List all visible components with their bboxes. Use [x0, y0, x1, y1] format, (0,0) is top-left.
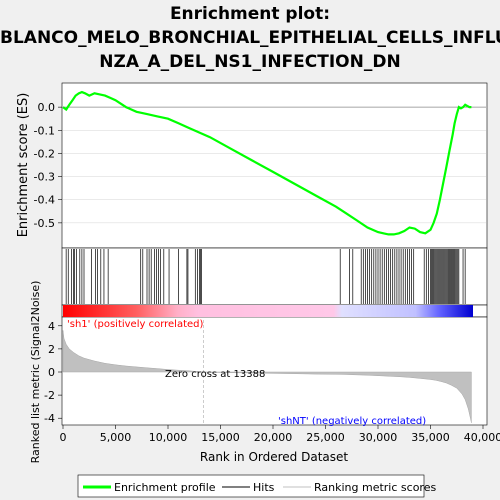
metric-ytick-label-4: -4: [44, 412, 55, 425]
hit-marks: [65, 249, 466, 304]
metric-ytick-label-0: 4: [48, 320, 55, 333]
hits-panel: [61, 247, 488, 306]
metric-y-label: Ranked list metric (Signal2Noise): [29, 281, 42, 464]
rank-colorbar: [63, 305, 473, 317]
x-tick-label-4: 20,000: [254, 431, 293, 444]
es-ytick-label-0: 0.0: [38, 101, 56, 114]
chart-title: Enrichment plot: BLANCO_MELO_BRONCHIAL_E…: [0, 2, 500, 74]
legend-label-enrichment: Enrichment profile: [114, 481, 216, 494]
es-y-axis: 0.0 -0.1 -0.2 -0.3 -0.4 -0.5: [34, 101, 62, 230]
x-tick-label-1: 5,000: [100, 431, 132, 444]
metric-ytick-label-2: 0: [48, 366, 55, 379]
x-tick-label-6: 30,000: [359, 431, 398, 444]
title-line-1: Enrichment plot:: [169, 4, 331, 24]
enrichment-profile-line: [62, 90, 472, 236]
metric-y-axis: 4 2 0 -2 -4: [44, 320, 62, 425]
x-axis-label: Rank in Ordered Dataset: [200, 450, 348, 464]
x-tick-label-7: 35,000: [411, 431, 450, 444]
x-tick-label-5: 25,000: [306, 431, 345, 444]
zero-cross-label: Zero cross at 13388: [165, 369, 265, 380]
metric-ytick-label-1: 2: [48, 343, 55, 356]
es-ytick-label-3: -0.3: [34, 171, 55, 184]
metric-ytick-label-3: -2: [44, 389, 55, 402]
legend-label-hits: Hits: [253, 481, 275, 494]
es-y-label: Enrichment score (ES): [16, 93, 31, 238]
es-ytick-label-5: -0.5: [34, 217, 55, 230]
x-tick-label-0: 0: [60, 431, 67, 444]
title-line-3: NZA_A_DEL_NS1_INFECTION_DN: [99, 52, 401, 72]
title-line-2: BLANCO_MELO_BRONCHIAL_EPITHELIAL_CELLS_I…: [0, 28, 500, 48]
es-ytick-label-2: -0.2: [34, 147, 55, 160]
metric-area: [62, 320, 472, 424]
x-tick-label-3: 15,000: [201, 431, 240, 444]
legend-box: [77, 474, 425, 498]
legend-label-metric: Ranking metric scores: [314, 481, 436, 494]
x-tick-label-8: 40,000: [464, 431, 500, 444]
neg-correlated-label: 'shNT' (negatively correlated): [278, 416, 426, 427]
es-ytick-label-1: -0.1: [34, 124, 55, 137]
x-tick-label-2: 10,000: [149, 431, 188, 444]
es-ytick-label-4: -0.4: [34, 194, 55, 207]
pos-correlated-label: 'sh1' (positively correlated): [67, 319, 204, 330]
metric-area-path: [62, 330, 472, 423]
es-gridlines: [63, 106, 486, 224]
rank-x-axis: 0 5,000 10,000 15,000 20,000 25,000 30,000 35,0…: [60, 425, 500, 444]
